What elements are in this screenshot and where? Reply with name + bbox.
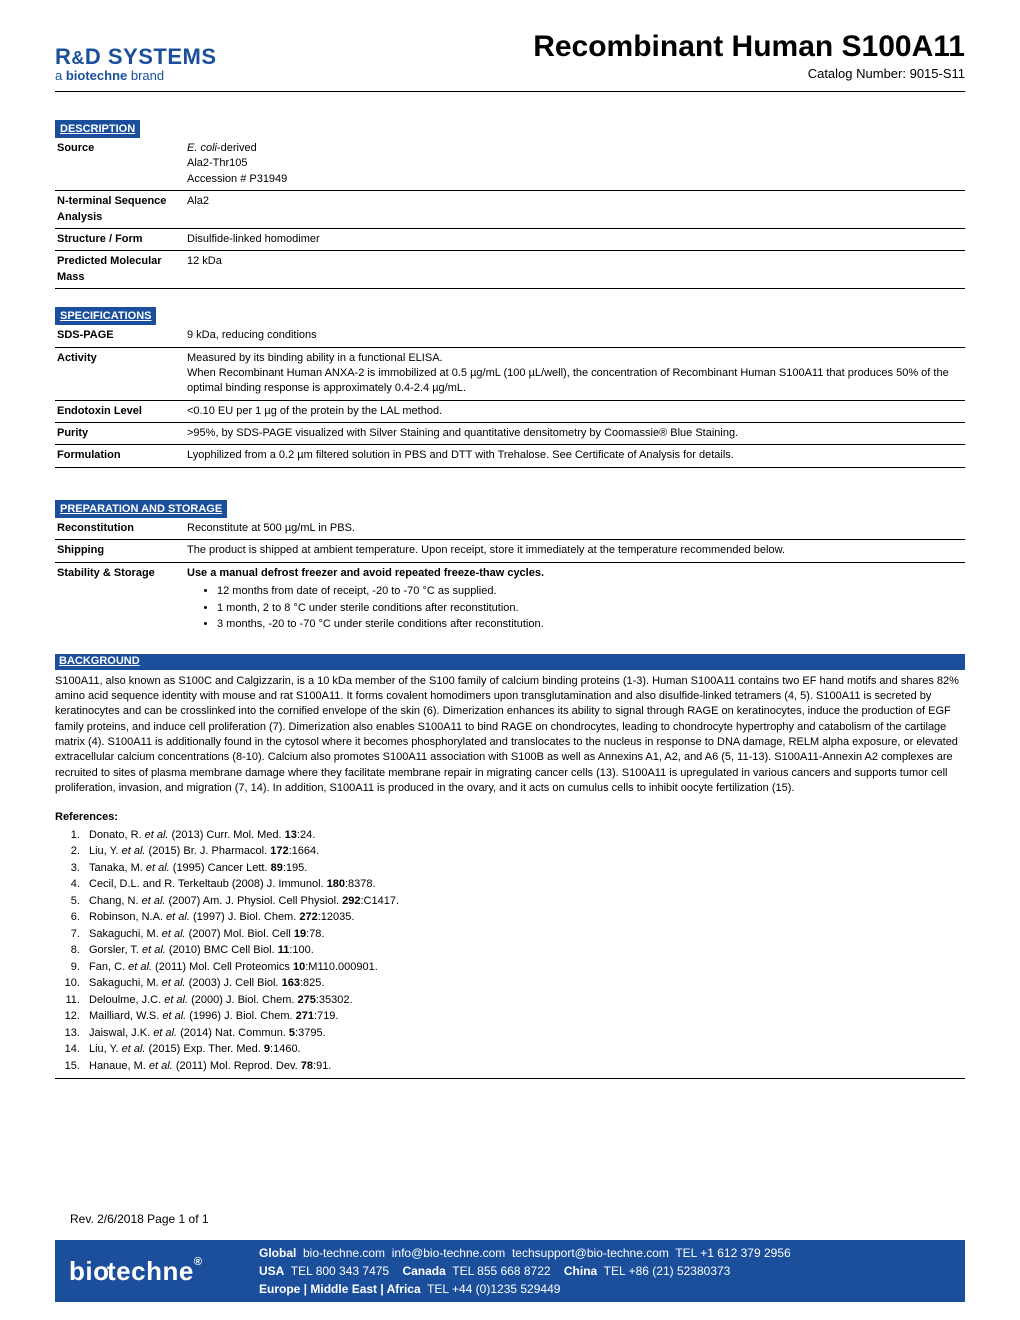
product-title: Recombinant Human S100A11 [533,30,965,64]
row-key: Source [55,138,185,191]
list-item: Jaiswal, J.K. et al. (2014) Nat. Commun.… [83,1025,965,1042]
list-item: 1 month, 2 to 8 °C under sterile conditi… [217,600,963,617]
table-row: Predicted Molecular Mass 12 kDa [55,251,965,289]
table-row: Shipping The product is shipped at ambie… [55,540,965,562]
storage-lead: Use a manual defrost freezer and avoid r… [187,567,544,579]
table-row: Endotoxin Level <0.10 EU per 1 µg of the… [55,400,965,422]
table-row: SDS-PAGE 9 kDa, reducing conditions [55,325,965,347]
row-val: 12 kDa [185,251,965,289]
list-item: Mailliard, W.S. et al. (1996) J. Biol. C… [83,1008,965,1025]
catalog-number: Catalog Number: 9015-S11 [533,66,965,81]
specifications-table: SDS-PAGE 9 kDa, reducing conditions Acti… [55,325,965,468]
preparation-table: Reconstitution Reconstitute at 500 µg/mL… [55,518,965,636]
specifications-heading: SPECIFICATIONS [55,307,156,325]
footer-logo: biotechne® [69,1256,259,1287]
background-heading: BACKGROUND [59,655,140,667]
row-key: Purity [55,423,185,445]
row-val: Ala2 [185,191,965,229]
references-list: Donato, R. et al. (2013) Curr. Mol. Med.… [55,827,965,1080]
description-table: Source E. coli-derivedAla2-Thr105Accessi… [55,138,965,289]
row-val: The product is shipped at ambient temper… [185,540,965,562]
list-item: 12 months from date of receipt, -20 to -… [217,583,963,600]
list-item: 3 months, -20 to -70 °C under sterile co… [217,616,963,633]
list-item: Sakaguchi, M. et al. (2007) Mol. Biol. C… [83,926,965,943]
footer-line: Europe | Middle East | Africa TEL +44 (0… [259,1280,791,1298]
row-val: Reconstitute at 500 µg/mL in PBS. [185,518,965,540]
list-item: Tanaka, M. et al. (1995) Cancer Lett. 89… [83,860,965,877]
table-row: Stability & Storage Use a manual defrost… [55,562,965,635]
row-key: SDS-PAGE [55,325,185,347]
table-row: N-terminal Sequence Analysis Ala2 [55,191,965,229]
table-row: Structure / Form Disulfide-linked homodi… [55,228,965,250]
row-key: Stability & Storage [55,562,185,635]
table-row: Source E. coli-derivedAla2-Thr105Accessi… [55,138,965,191]
footer-line: Global bio-techne.com info@bio-techne.co… [259,1244,791,1262]
specifications-section: SPECIFICATIONS SDS-PAGE 9 kDa, reducing … [55,307,965,468]
list-item: Donato, R. et al. (2013) Curr. Mol. Med.… [83,827,965,844]
title-block: Recombinant Human S100A11 Catalog Number… [533,30,965,81]
table-row: Activity Measured by its binding ability… [55,347,965,400]
row-key: Endotoxin Level [55,400,185,422]
row-val: Lyophilized from a 0.2 µm filtered solut… [185,445,965,467]
footer-contact: Global bio-techne.com info@bio-techne.co… [259,1244,791,1298]
table-row: Formulation Lyophilized from a 0.2 µm fi… [55,445,965,467]
revision-line: Rev. 2/6/2018 Page 1 of 1 [70,1212,209,1226]
row-key: Structure / Form [55,228,185,250]
list-item: Liu, Y. et al. (2015) Exp. Ther. Med. 9:… [83,1041,965,1058]
row-key: Formulation [55,445,185,467]
row-val: Disulfide-linked homodimer [185,228,965,250]
logo-line1: R&D SYSTEMS [55,44,217,70]
row-val: E. coli-derivedAla2-Thr105Accession # P3… [185,138,965,191]
references-heading: References: [55,811,965,823]
table-row: Reconstitution Reconstitute at 500 µg/mL… [55,518,965,540]
background-text: S100A11, also known as S100C and Calgizz… [55,674,965,797]
list-item: Chang, N. et al. (2007) Am. J. Physiol. … [83,893,965,910]
row-key: Activity [55,347,185,400]
table-row: Purity >95%, by SDS-PAGE visualized with… [55,423,965,445]
list-item: Hanaue, M. et al. (2011) Mol. Reprod. De… [83,1058,965,1075]
storage-list: 12 months from date of receipt, -20 to -… [187,583,963,633]
row-val: <0.10 EU per 1 µg of the protein by the … [185,400,965,422]
row-val: >95%, by SDS-PAGE visualized with Silver… [185,423,965,445]
list-item: Cecil, D.L. and R. Terkeltaub (2008) J. … [83,876,965,893]
background-bar: BACKGROUND [55,654,965,670]
preparation-heading: PREPARATION AND STORAGE [55,500,227,518]
preparation-section: PREPARATION AND STORAGE Reconstitution R… [55,500,965,636]
list-item: Deloulme, J.C. et al. (2000) J. Biol. Ch… [83,992,965,1009]
list-item: Liu, Y. et al. (2015) Br. J. Pharmacol. … [83,843,965,860]
row-val: Measured by its binding ability in a fun… [185,347,965,400]
logo-line2: a biotechne brand [55,68,217,83]
header: R&D SYSTEMS a biotechne brand Recombinan… [55,30,965,92]
row-key: Shipping [55,540,185,562]
row-key: N-terminal Sequence Analysis [55,191,185,229]
brand-logo: R&D SYSTEMS a biotechne brand [55,44,217,83]
description-heading: DESCRIPTION [55,120,140,138]
list-item: Gorsler, T. et al. (2010) BMC Cell Biol.… [83,942,965,959]
footer: biotechne® Global bio-techne.com info@bi… [55,1240,965,1302]
row-key: Predicted Molecular Mass [55,251,185,289]
list-item: Fan, C. et al. (2011) Mol. Cell Proteomi… [83,959,965,976]
description-section: DESCRIPTION Source E. coli-derivedAla2-T… [55,120,965,289]
row-val: Use a manual defrost freezer and avoid r… [185,562,965,635]
row-val: 9 kDa, reducing conditions [185,325,965,347]
footer-line: USA TEL 800 343 7475 Canada TEL 855 668 … [259,1262,791,1280]
row-key: Reconstitution [55,518,185,540]
list-item: Sakaguchi, M. et al. (2003) J. Cell Biol… [83,975,965,992]
list-item: Robinson, N.A. et al. (1997) J. Biol. Ch… [83,909,965,926]
